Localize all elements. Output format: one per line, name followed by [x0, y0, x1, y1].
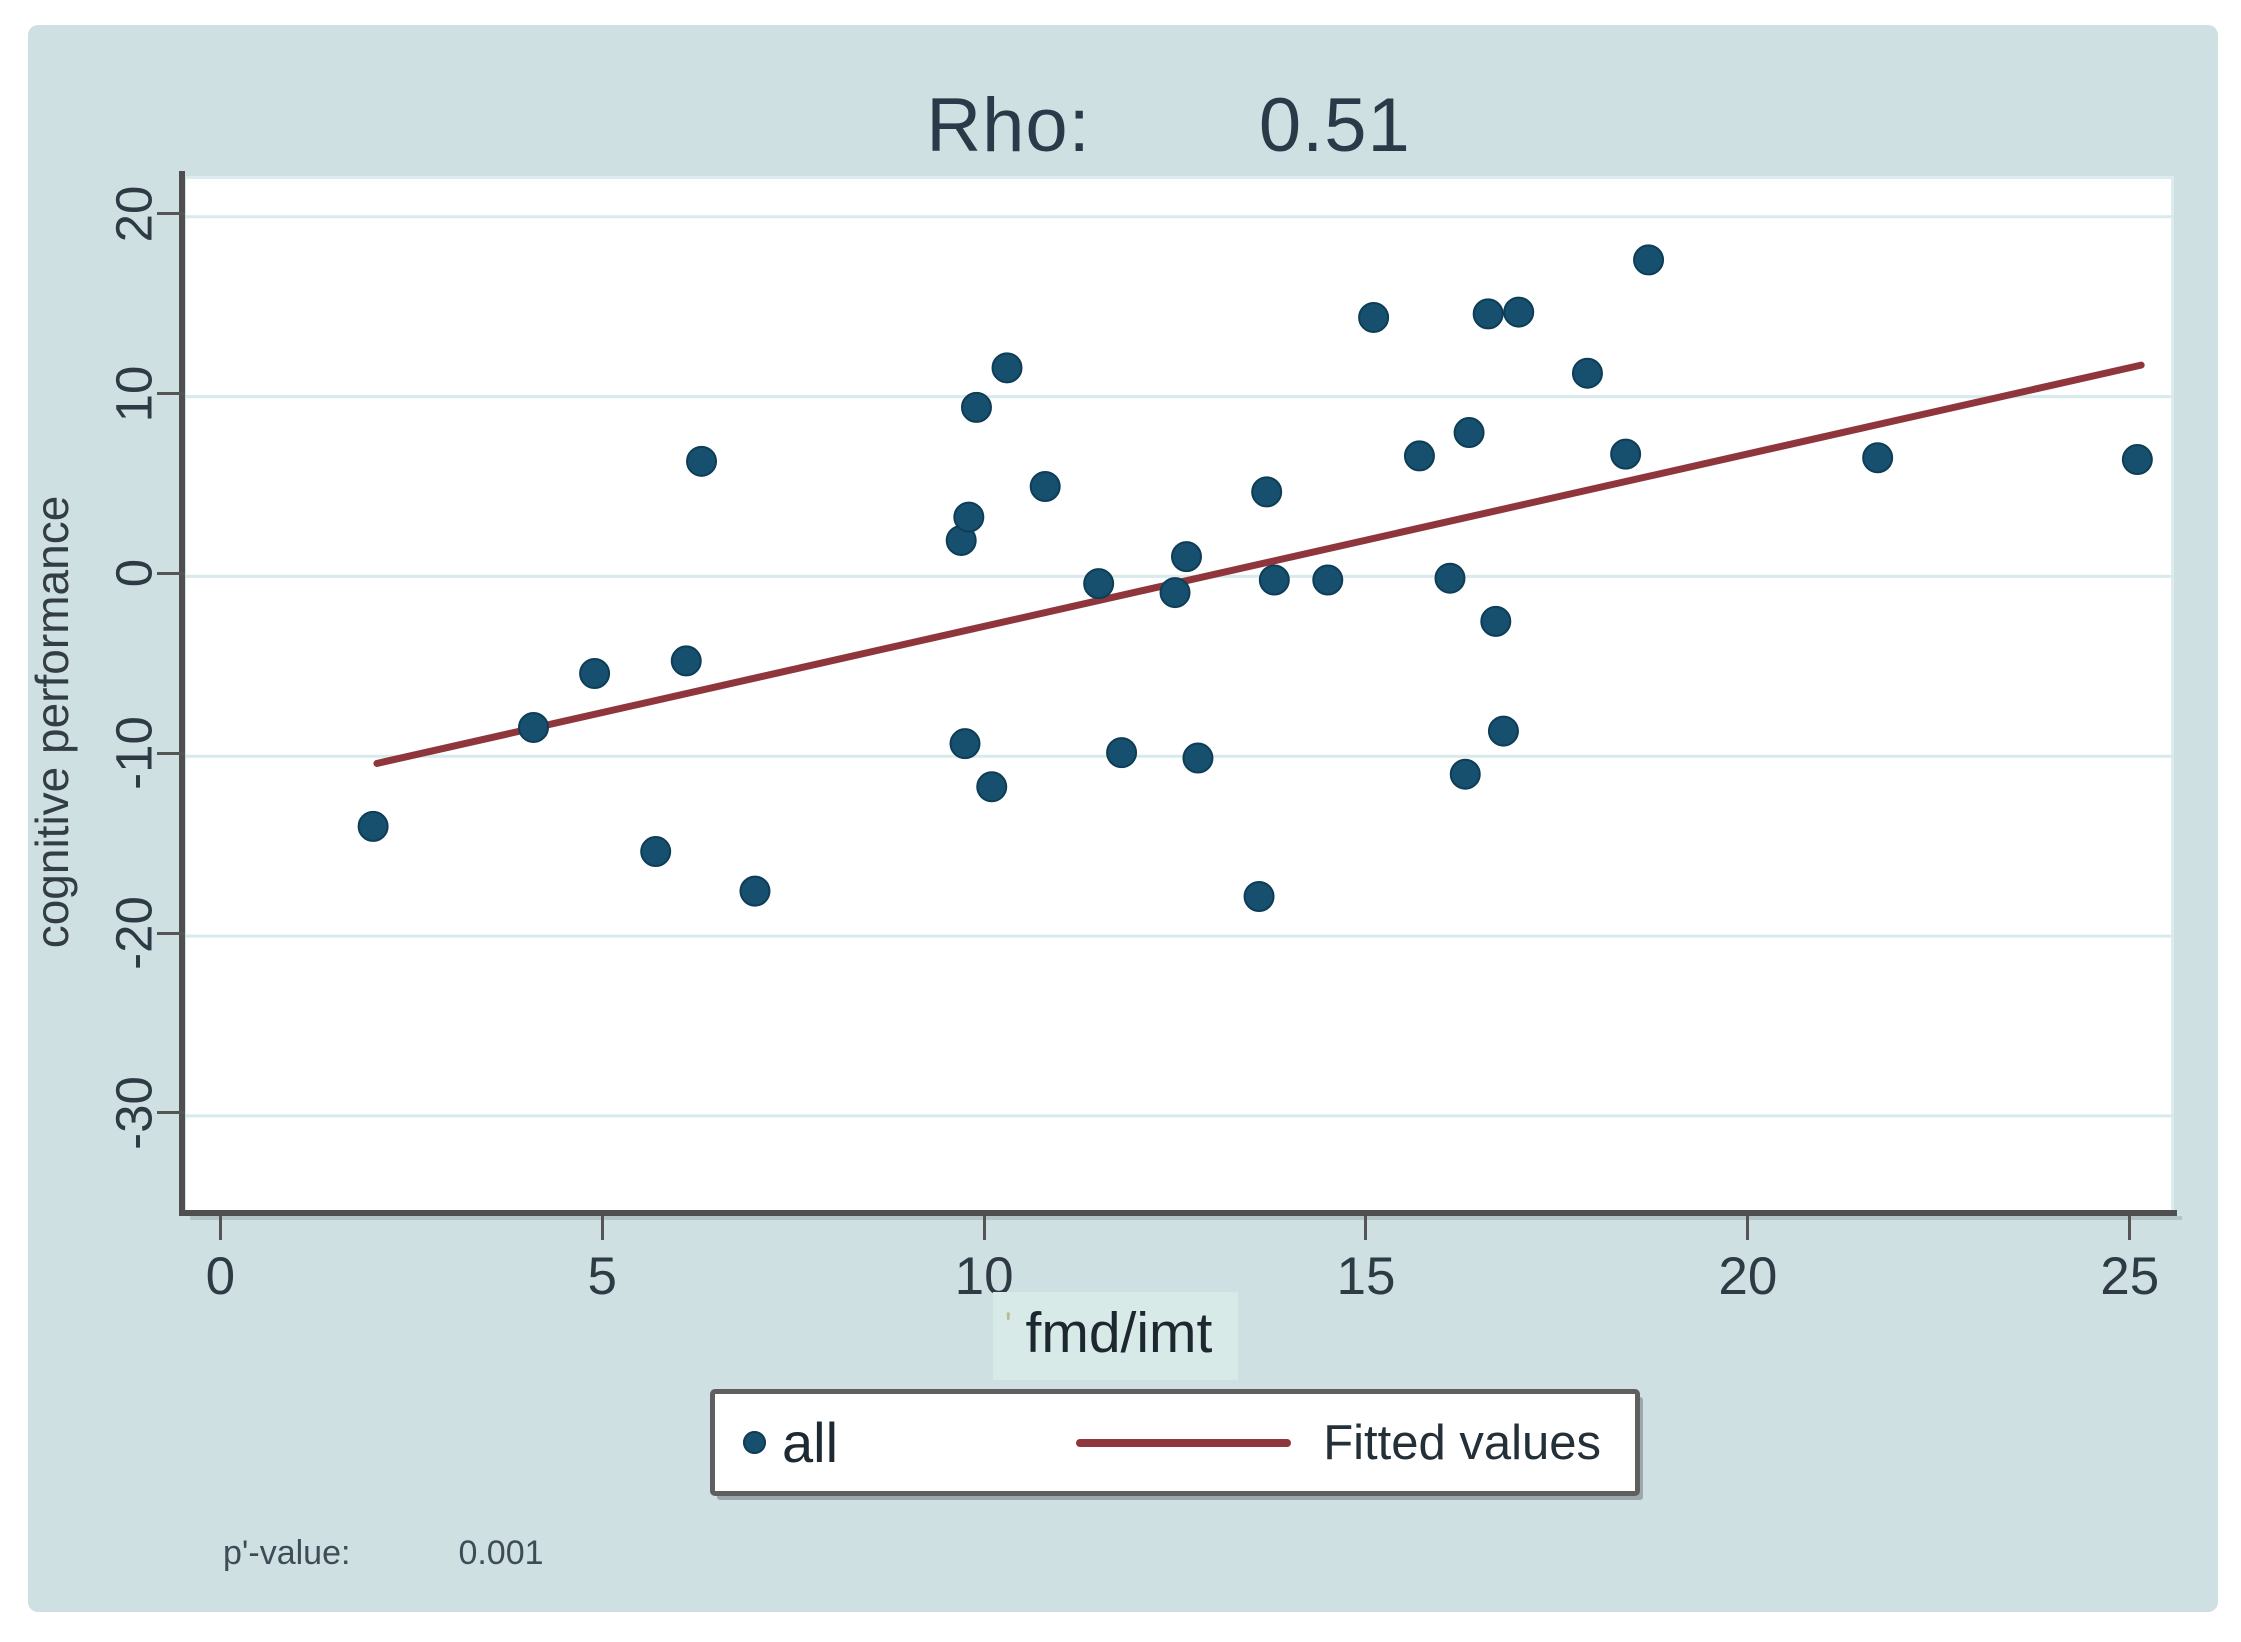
x-tick-label: 5: [587, 1247, 617, 1306]
x-axis-line: [179, 1210, 2177, 1216]
y-tick-mark: [157, 751, 185, 755]
data-point: [1358, 301, 1390, 333]
y-axis-line: [179, 171, 185, 1216]
data-point: [1434, 562, 1466, 594]
x-axis-title: fmd/imt: [1025, 1301, 1213, 1365]
legend-label-all: all: [782, 1411, 839, 1474]
x-tick-label: 15: [1336, 1247, 1396, 1306]
data-point: [1182, 742, 1214, 774]
x-tick-mark: [2128, 1216, 2132, 1240]
data-point: [1083, 568, 1115, 600]
data-point: [1487, 715, 1519, 747]
fitted-values-line: [373, 361, 2145, 767]
scatter-plot-canvas: [186, 215, 2174, 1118]
data-point: [991, 352, 1023, 384]
data-point: [976, 771, 1008, 803]
data-point: [517, 711, 549, 743]
y-tick-label: 10: [105, 365, 163, 422]
data-point: [1243, 881, 1275, 913]
data-point: [1170, 541, 1202, 573]
y-tick-label: 0: [105, 559, 163, 588]
scatter-marker-legend-icon: [743, 1431, 766, 1454]
data-point: [1862, 442, 1894, 474]
data-point: [1312, 564, 1344, 596]
p-value-note: p'-value: 0.001: [223, 1534, 544, 1573]
y-axis-title: cognitive performance: [26, 495, 78, 949]
legend-label-fitted-values: Fitted values: [1323, 1415, 1601, 1470]
x-tick-label: 0: [205, 1247, 236, 1306]
data-point: [739, 875, 771, 907]
y-tick-mark: [157, 571, 185, 575]
data-point: [357, 810, 389, 842]
fitted-line-legend-icon: [1076, 1438, 1292, 1447]
data-point: [1403, 440, 1435, 472]
data-point: [670, 645, 702, 677]
x-tick-mark: [600, 1216, 604, 1240]
rho-label: Rho:: [926, 83, 1091, 168]
plot-area: [186, 176, 2174, 1210]
data-point: [1610, 438, 1642, 470]
data-point: [2121, 444, 2153, 476]
y-tick-mark: [157, 1111, 185, 1115]
x-axis-title-footnote-mark: ': [1005, 1306, 1012, 1344]
data-point: [1251, 476, 1283, 508]
data-point: [640, 836, 672, 868]
data-point: [949, 728, 981, 760]
data-point: [1449, 758, 1481, 790]
y-tick-mark: [157, 212, 185, 216]
data-point: [960, 391, 992, 423]
x-tick-mark: [982, 1216, 986, 1240]
data-point: [1258, 564, 1290, 596]
data-point: [686, 445, 718, 477]
y-tick-label: -20: [105, 896, 163, 970]
data-point: [1480, 605, 1512, 637]
x-tick-label: 20: [1718, 1247, 1778, 1306]
data-point: [1029, 471, 1061, 503]
data-point: [1503, 296, 1535, 328]
y-tick-mark: [157, 392, 185, 396]
x-tick-label: 25: [2100, 1247, 2160, 1306]
data-point: [1159, 577, 1191, 609]
x-tick-mark: [218, 1216, 222, 1240]
y-tick-label: 20: [105, 185, 163, 243]
data-point: [1633, 244, 1665, 276]
data-point: [953, 501, 985, 533]
rho-value: 0.51: [1258, 83, 1411, 168]
x-axis-shadow: [190, 1216, 2182, 1220]
data-point: [1453, 417, 1485, 449]
chart-title: Rho: 0.51: [96, 82, 2241, 169]
p-value-label: p'-value:: [223, 1534, 351, 1572]
y-tick-label: -10: [105, 716, 163, 791]
y-tick-mark: [157, 931, 185, 935]
data-point: [1106, 737, 1138, 769]
x-axis-title-box: ' fmd/imt: [993, 1292, 1239, 1380]
p-value-number: 0.001: [458, 1534, 544, 1572]
x-tick-mark: [1364, 1216, 1368, 1240]
y-tick-label: -30: [105, 1076, 163, 1150]
x-tick-mark: [1746, 1216, 1750, 1240]
data-point: [1571, 357, 1603, 389]
data-point: [579, 658, 611, 690]
legend: all Fitted values: [710, 1389, 1640, 1496]
data-point: [1472, 298, 1504, 330]
